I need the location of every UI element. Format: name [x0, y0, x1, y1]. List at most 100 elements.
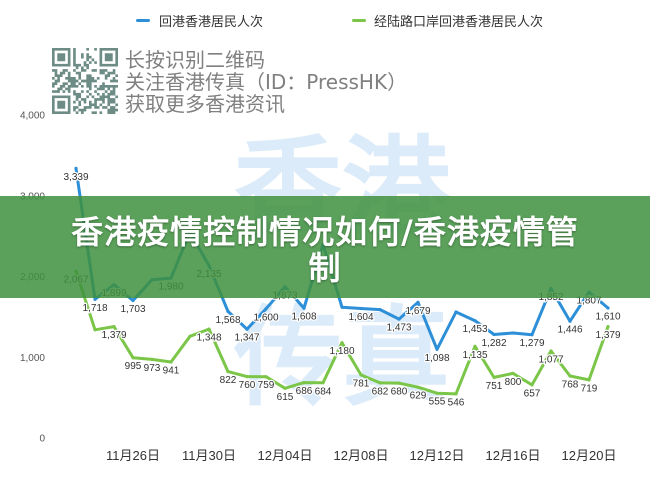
data-label-series-1: 1,446	[557, 325, 582, 336]
data-point-series-2	[378, 381, 382, 385]
data-label-series-1: 1,703	[120, 304, 145, 315]
legend-item-series-1: 回港香港居民人次	[136, 10, 263, 30]
data-label-series-1: 1,608	[291, 312, 316, 323]
data-label-series-1: 3,339	[63, 172, 88, 183]
data-label-series-2: 995	[125, 361, 142, 372]
qr-code-modules	[52, 48, 118, 114]
data-point-series-2	[606, 325, 610, 329]
data-label-series-2: 973	[144, 363, 161, 374]
data-label-series-1: 1,600	[253, 312, 278, 323]
data-point-series-1	[606, 306, 610, 310]
y-tick-label: 4,000	[20, 111, 45, 122]
data-point-series-1	[435, 347, 439, 351]
promo-line-follow: 关注香港传真（ID：PressHK）	[125, 70, 408, 94]
data-label-series-1: 1,279	[519, 338, 544, 349]
data-label-series-2: 759	[258, 380, 275, 391]
data-point-series-2	[93, 328, 97, 332]
data-label-series-2: 680	[391, 387, 408, 398]
data-point-series-1	[511, 331, 515, 335]
data-point-series-1	[93, 297, 97, 301]
data-label-series-2: 1,379	[101, 330, 126, 341]
data-point-series-2	[416, 385, 420, 389]
data-point-series-2	[150, 357, 154, 361]
x-tick-label: 12月20日	[562, 448, 617, 463]
x-tick-label: 11月30日	[182, 448, 236, 463]
data-label-series-2: 684	[315, 386, 332, 397]
data-point-series-1	[245, 327, 249, 331]
data-label-series-2: 682	[372, 386, 389, 397]
data-label-series-1: 1,473	[386, 323, 411, 334]
legend-item-series-2: 经陆路口岸回港香港居民人次	[352, 10, 543, 30]
data-label-series-2: 822	[220, 375, 237, 386]
data-point-series-1	[340, 305, 344, 309]
chart-legend: 回港香港居民人次 经陆路口岸回港香港居民人次	[0, 10, 650, 30]
data-point-series-2	[492, 375, 496, 379]
data-label-series-2: 555	[429, 397, 446, 408]
data-point-series-1	[74, 166, 78, 170]
qr-code-icon	[52, 48, 118, 114]
data-label-series-2: 629	[410, 391, 427, 402]
x-tick-label: 12月12日	[410, 448, 465, 463]
headline-text: 香港疫情控制情况如何/香港疫情管制	[71, 213, 579, 287]
data-point-series-1	[226, 309, 230, 313]
data-label-series-2: 546	[448, 397, 465, 408]
data-point-series-2	[131, 356, 135, 360]
data-point-series-2	[587, 378, 591, 382]
headline-banner[interactable]: 香港疫情控制情况如何/香港疫情管制	[0, 196, 650, 298]
x-tick-label: 12月08日	[334, 448, 389, 463]
x-tick-label: 12月04日	[258, 448, 313, 463]
y-tick-label: 1,000	[20, 353, 45, 364]
data-label-series-2: 751	[486, 381, 503, 392]
data-label-series-2: 1,077	[538, 355, 563, 366]
data-point-series-2	[302, 381, 306, 385]
data-point-series-2	[397, 381, 401, 385]
data-point-series-2	[340, 341, 344, 345]
data-point-series-1	[302, 306, 306, 310]
data-point-series-2	[283, 386, 287, 390]
data-point-series-2	[549, 349, 553, 353]
legend-swatch-series-1	[136, 18, 150, 22]
data-label-series-2: 941	[163, 366, 180, 377]
data-label-series-2: 1,348	[196, 333, 221, 344]
promo-line-scan: 长按识别二维码	[125, 48, 265, 72]
x-tick-label: 11月26日	[106, 448, 160, 463]
data-point-series-1	[473, 319, 477, 323]
data-label-series-1: 1,604	[348, 312, 373, 323]
legend-label-series-1: 回港香港居民人次	[159, 13, 264, 29]
data-point-series-1	[530, 333, 534, 337]
data-label-series-1: 1,453	[462, 324, 487, 335]
data-point-series-1	[131, 298, 135, 303]
data-point-series-2	[207, 327, 211, 331]
data-point-series-2	[435, 391, 439, 395]
data-point-series-2	[454, 392, 458, 396]
data-label-series-2: 760	[239, 380, 256, 391]
data-point-series-2	[188, 334, 192, 338]
data-label-series-2: 719	[581, 383, 598, 394]
data-label-series-2: 800	[505, 377, 522, 388]
y-tick-label: 0	[39, 434, 45, 445]
qr-promo-text: 长按识别二维码 关注香港传真（ID：PressHK） 获取更多香港资讯	[125, 49, 455, 115]
data-label-series-1: 1,568	[215, 315, 240, 326]
data-point-series-1	[378, 308, 382, 312]
data-point-series-1	[454, 310, 458, 314]
data-point-series-1	[359, 306, 363, 311]
data-label-series-1: 1,282	[481, 338, 506, 349]
data-point-series-2	[511, 371, 515, 375]
data-point-series-2	[226, 370, 230, 374]
data-label-series-1: 1,098	[424, 353, 449, 364]
data-point-series-2	[530, 383, 534, 387]
data-point-series-1	[397, 317, 401, 321]
data-point-series-1	[264, 307, 268, 311]
data-label-series-2: 657	[524, 388, 541, 399]
promo-line-news: 获取更多香港资讯	[125, 92, 285, 116]
data-point-series-1	[416, 300, 420, 304]
data-label-series-2: 1,180	[329, 346, 354, 357]
data-label-series-2: 1,379	[595, 330, 620, 341]
data-point-series-2	[568, 374, 572, 378]
data-label-series-1: 1,679	[405, 306, 430, 317]
data-point-series-2	[359, 373, 363, 377]
data-label-series-2: 686	[296, 386, 313, 397]
data-point-series-2	[112, 325, 116, 329]
legend-label-series-2: 经陆路口岸回港香港居民人次	[374, 13, 544, 29]
data-label-series-2: 1,135	[462, 350, 487, 361]
